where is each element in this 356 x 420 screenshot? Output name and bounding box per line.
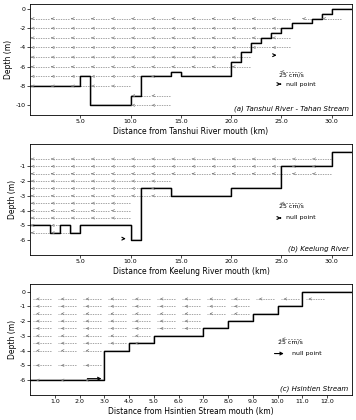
Text: null point: null point [292, 351, 321, 356]
Text: 25 cm/s: 25 cm/s [278, 339, 302, 344]
Polygon shape [30, 9, 352, 115]
Polygon shape [30, 291, 352, 395]
Text: (b) Keelung River: (b) Keelung River [288, 245, 349, 252]
Y-axis label: Depth (m): Depth (m) [4, 40, 13, 79]
Text: (c) Hsintien Stream: (c) Hsintien Stream [281, 385, 349, 391]
Text: 25 cm/s: 25 cm/s [279, 204, 304, 209]
X-axis label: Distance from Hsintien Stream mouth (km): Distance from Hsintien Stream mouth (km) [108, 407, 274, 416]
Y-axis label: Depth (m): Depth (m) [8, 180, 17, 219]
X-axis label: Distance from Keelung River mouth (km): Distance from Keelung River mouth (km) [112, 267, 269, 276]
Text: 25 cm/s: 25 cm/s [279, 72, 304, 77]
Y-axis label: Depth (m): Depth (m) [8, 320, 17, 359]
Text: null point: null point [286, 81, 315, 87]
Text: (a) Tanshui River - Tahan Stream: (a) Tanshui River - Tahan Stream [234, 105, 349, 112]
Text: null point: null point [286, 215, 315, 220]
Polygon shape [30, 152, 352, 255]
X-axis label: Distance from Tanshui River mouth (km): Distance from Tanshui River mouth (km) [114, 127, 268, 136]
